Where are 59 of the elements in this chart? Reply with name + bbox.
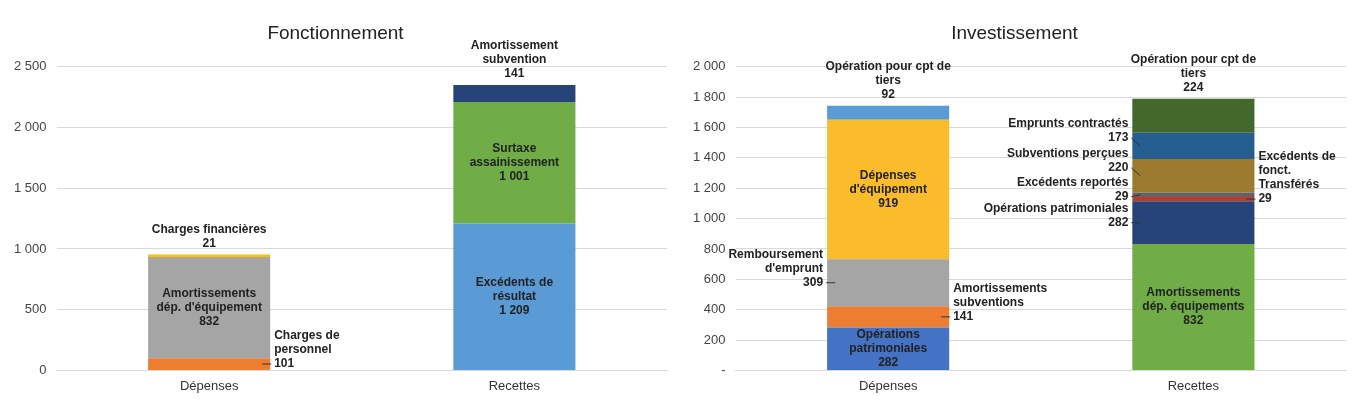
y-tick-label: 1 500 bbox=[13, 179, 47, 195]
data-label: 141 bbox=[953, 309, 974, 324]
series-label: Excédents de fonct. Transférés bbox=[1258, 149, 1337, 192]
data-label: 92 bbox=[881, 87, 896, 102]
data-label: 832 bbox=[1183, 313, 1204, 328]
y-tick-label: 600 bbox=[703, 270, 726, 286]
data-label: 282 bbox=[1108, 215, 1129, 230]
data-label: 309 bbox=[803, 275, 824, 290]
series-label: Emprunts contractés bbox=[1008, 116, 1129, 131]
data-label: 29 bbox=[1258, 191, 1273, 206]
series-label: Opération pour cpt de tiers bbox=[1130, 52, 1257, 81]
y-tick-label: - bbox=[721, 361, 726, 377]
data-label: 21 bbox=[202, 235, 217, 250]
series-label: Amortissements dép. d'équipement bbox=[156, 285, 262, 314]
data-label: 919 bbox=[878, 195, 899, 210]
y-tick-label: 2 000 bbox=[13, 119, 47, 135]
y-tick-label: 500 bbox=[24, 301, 47, 317]
y-tick-label: 1 600 bbox=[692, 119, 726, 135]
data-label: 1 209 bbox=[499, 303, 530, 318]
x-tick-label: Dépenses bbox=[858, 377, 918, 393]
y-tick-label: 200 bbox=[703, 331, 726, 347]
series-label: Charges de personnel bbox=[274, 328, 340, 357]
series-label: Amortissements dép. équipements bbox=[1142, 285, 1245, 314]
series-label: Opérations patrimoniales bbox=[849, 327, 928, 356]
y-tick-label: 2 500 bbox=[13, 58, 47, 74]
data-label: 220 bbox=[1108, 160, 1129, 175]
y-tick-label: 1 000 bbox=[13, 240, 47, 256]
data-label: 101 bbox=[274, 356, 295, 371]
data-label: 1 001 bbox=[499, 169, 530, 184]
y-tick-label: 400 bbox=[703, 301, 726, 317]
y-tick-label: 2 000 bbox=[692, 58, 726, 74]
y-tick-label: 1 200 bbox=[692, 179, 726, 195]
series-label: Surtaxe assainissement bbox=[469, 141, 560, 170]
series-label: Amortissements subventions bbox=[953, 281, 1048, 310]
data-label: 224 bbox=[1183, 80, 1204, 95]
series-label: Excédents reportés bbox=[1016, 175, 1129, 189]
y-tick-label: 800 bbox=[703, 240, 726, 256]
chart-title: Fonctionnement bbox=[267, 21, 405, 43]
x-tick-label: Dépenses bbox=[179, 377, 239, 393]
series-label: Opération pour cpt de tiers bbox=[825, 59, 952, 88]
series-label: Remboursement d'emprunt bbox=[728, 247, 824, 276]
data-label: 29 bbox=[1114, 189, 1129, 203]
data-label: 173 bbox=[1108, 130, 1129, 145]
data-label: 141 bbox=[504, 66, 525, 81]
x-tick-label: Recettes bbox=[488, 377, 541, 393]
series-label: Opérations patrimoniales bbox=[983, 201, 1129, 216]
y-tick-label: 1 400 bbox=[692, 149, 726, 165]
series-label: Charges financières bbox=[151, 221, 267, 236]
y-tick-label: 1 000 bbox=[692, 210, 726, 226]
y-tick-label: 1 800 bbox=[692, 88, 726, 104]
series-label: Subventions perçues bbox=[1006, 146, 1129, 161]
x-tick-label: Recettes bbox=[1167, 377, 1220, 393]
series-label: Amortissement subvention bbox=[470, 38, 559, 67]
data-label: 282 bbox=[878, 355, 899, 370]
series-label: Excédents de résultat bbox=[475, 275, 554, 304]
data-label: 832 bbox=[199, 313, 220, 328]
y-tick-label: 0 bbox=[39, 361, 47, 377]
series-label: Dépenses d'équipement bbox=[849, 167, 927, 196]
chart-title: Investissement bbox=[951, 21, 1079, 43]
